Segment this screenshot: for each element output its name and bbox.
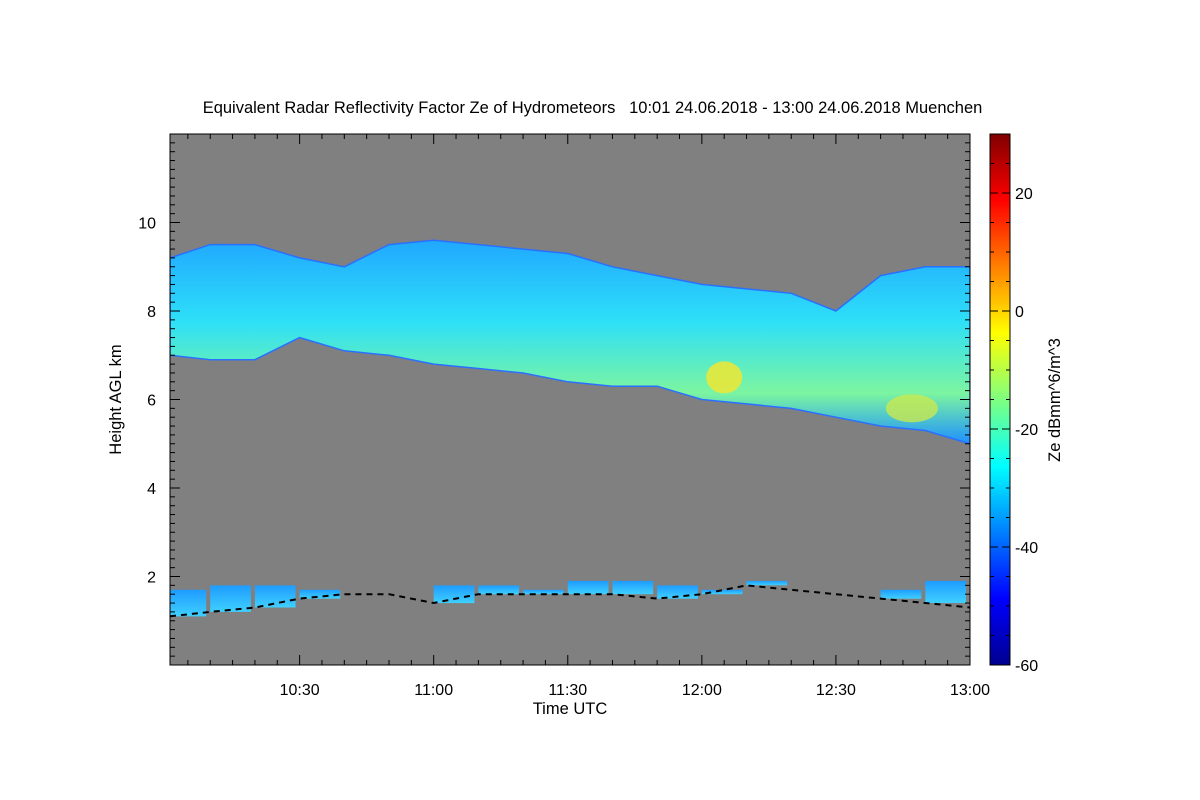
colorbar-tick-label: -40 xyxy=(1015,540,1038,557)
lower-cloud-segment xyxy=(299,589,341,599)
y-tick-label: 10 xyxy=(138,216,156,233)
lower-cloud-segment xyxy=(523,589,564,595)
x-tick-label: 13:00 xyxy=(950,682,990,699)
y-tick-label: 4 xyxy=(147,481,156,498)
lower-cloud-segment xyxy=(701,589,743,595)
lower-cloud-segment xyxy=(925,580,966,603)
lower-cloud-segment xyxy=(567,580,609,595)
reflectivity-core xyxy=(885,394,938,423)
x-tick-label: 12:00 xyxy=(682,682,722,699)
cloud-base-line xyxy=(170,584,970,618)
lower-cloud-segment xyxy=(746,580,788,586)
chart-title: Equivalent Radar Reflectivity Factor Ze … xyxy=(202,99,983,117)
colorbar-tick-label: -60 xyxy=(1015,658,1038,675)
lower-cloud-segment xyxy=(612,580,654,595)
colorbar-tick-label: -20 xyxy=(1015,422,1038,439)
x-tick-label: 10:30 xyxy=(280,682,320,699)
x-tick-label: 12:30 xyxy=(816,682,856,699)
reflectivity-core xyxy=(706,361,743,394)
lower-cloud-segment xyxy=(880,589,922,599)
colorbar-title: Ze dBmm^6/m^3 xyxy=(1046,338,1064,462)
lower-cloud-segment xyxy=(210,585,251,612)
x-tick-label: 11:00 xyxy=(414,682,453,699)
y-axis-title: Height AGL km xyxy=(107,344,125,454)
upper-cloud-layer xyxy=(170,239,970,445)
lower-cloud-segment xyxy=(478,585,520,595)
x-tick-label: 11:30 xyxy=(548,682,587,699)
y-tick-label: 6 xyxy=(147,393,156,410)
x-axis-title: Time UTC xyxy=(533,700,608,718)
lower-cloud-segment xyxy=(170,589,207,617)
lower-cloud-segment xyxy=(433,585,475,604)
colorbar-tick-label: 20 xyxy=(1015,186,1033,203)
lower-cloud-segment xyxy=(254,585,296,608)
y-tick-label: 2 xyxy=(147,570,156,587)
colorbar-tick-label: 0 xyxy=(1015,304,1024,321)
y-tick-label: 8 xyxy=(147,304,156,321)
